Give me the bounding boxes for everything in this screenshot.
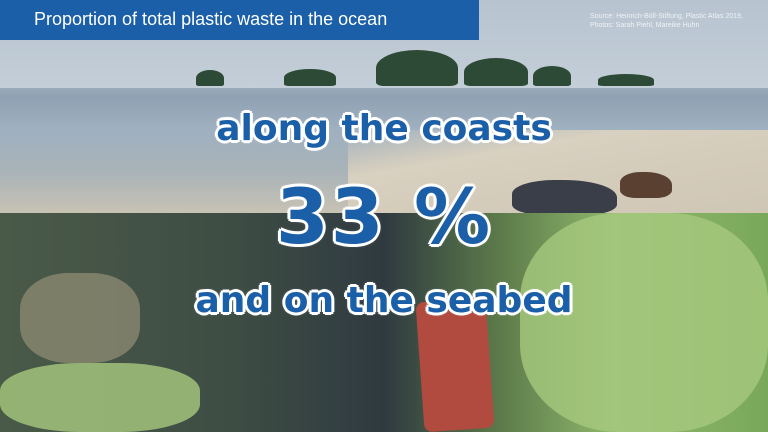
island bbox=[284, 69, 336, 86]
seabed-photo bbox=[0, 213, 768, 432]
island bbox=[598, 74, 654, 86]
photo-credit-line: Photos: Sarah Piehl, Mareike Huhn bbox=[590, 22, 700, 29]
title-bar: Proportion of total plastic waste in the… bbox=[0, 0, 479, 40]
rock bbox=[512, 180, 617, 215]
headline-seabed: and on the seabed bbox=[195, 280, 573, 321]
island bbox=[196, 70, 224, 86]
shell bbox=[20, 273, 140, 363]
coral bbox=[520, 213, 768, 432]
headline-percentage: 33 % bbox=[275, 172, 493, 261]
headline-coasts: along the coasts bbox=[216, 108, 552, 149]
island bbox=[376, 50, 458, 86]
coral bbox=[0, 363, 200, 432]
rock bbox=[620, 172, 672, 198]
island bbox=[464, 58, 528, 86]
source-credit: Source: Heinrich-Böll-Stiftung, Plastic … bbox=[590, 12, 743, 30]
source-line: Source: Heinrich-Böll-Stiftung, Plastic … bbox=[590, 13, 743, 20]
island bbox=[533, 66, 571, 86]
page-title: Proportion of total plastic waste in the… bbox=[34, 9, 388, 29]
